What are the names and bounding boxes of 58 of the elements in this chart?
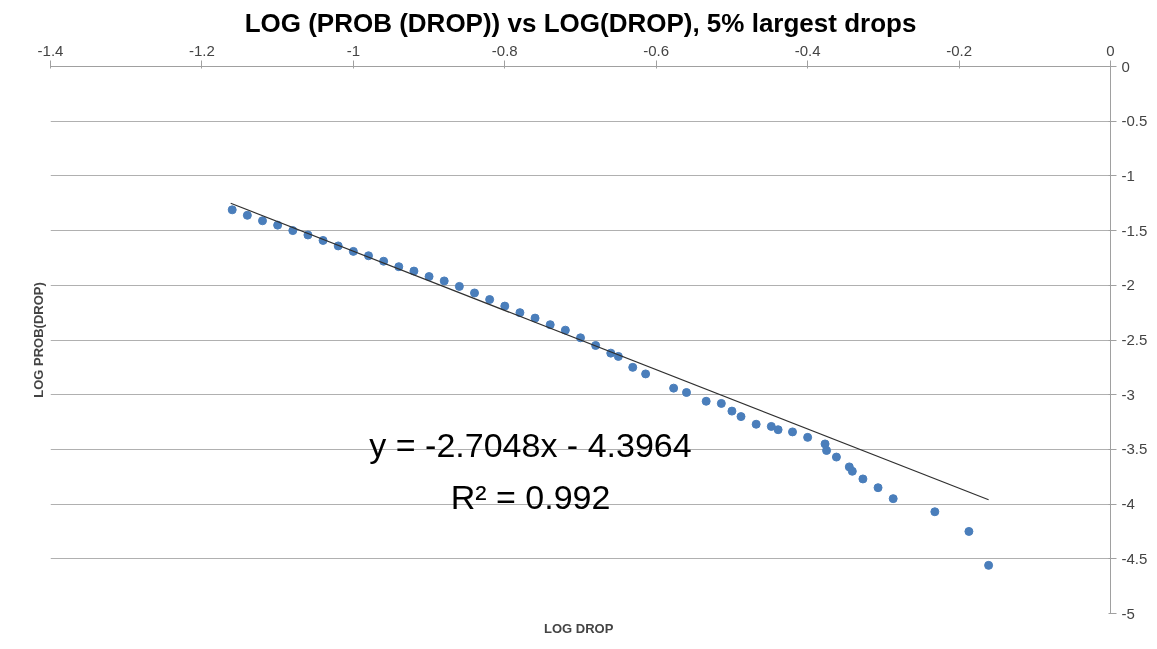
y-tick-label: -5 bbox=[1121, 604, 1135, 622]
point bbox=[701, 396, 711, 406]
y-tick-label: -4.5 bbox=[1121, 549, 1148, 567]
point bbox=[847, 466, 857, 476]
point bbox=[409, 266, 419, 276]
point bbox=[530, 313, 540, 323]
y-tick-label: -3.5 bbox=[1121, 440, 1148, 458]
point bbox=[716, 398, 726, 408]
point bbox=[766, 421, 776, 431]
point bbox=[736, 412, 746, 422]
x-axis-title: LOG DROP bbox=[544, 620, 614, 636]
point bbox=[560, 325, 570, 335]
x-tick-label: -1.2 bbox=[189, 41, 215, 59]
point bbox=[803, 432, 813, 442]
y-tick-label: -0.5 bbox=[1121, 112, 1148, 130]
y-axis-title: LOG PROB(DROP) bbox=[30, 282, 46, 398]
point bbox=[470, 288, 479, 298]
point bbox=[242, 210, 252, 220]
point bbox=[227, 205, 237, 215]
point bbox=[873, 483, 883, 493]
x-tick-label: -0.6 bbox=[643, 41, 670, 59]
point bbox=[258, 216, 267, 226]
point bbox=[641, 369, 651, 379]
y-tick-label: -3 bbox=[1121, 385, 1135, 403]
y-tick-label: 0 bbox=[1121, 57, 1130, 75]
point bbox=[930, 507, 940, 517]
x-tick-label: -0.8 bbox=[491, 41, 518, 59]
point bbox=[439, 276, 449, 286]
point bbox=[669, 383, 679, 393]
point bbox=[831, 452, 841, 462]
point bbox=[822, 446, 832, 455]
point bbox=[628, 362, 638, 372]
point bbox=[751, 419, 761, 429]
y-tick-label: -2.5 bbox=[1121, 331, 1148, 348]
y-tick-label: -2 bbox=[1121, 276, 1135, 294]
point bbox=[888, 494, 898, 504]
y-tick-label: -1.5 bbox=[1121, 221, 1148, 239]
x-tick-label: -1.4 bbox=[37, 41, 64, 59]
x-tick-label: -0.4 bbox=[794, 41, 821, 59]
point bbox=[984, 560, 994, 570]
point bbox=[773, 425, 783, 435]
x-tick-label: -0.2 bbox=[946, 41, 973, 59]
point bbox=[682, 388, 691, 397]
y-tick-label: -1 bbox=[1121, 166, 1135, 184]
point bbox=[788, 427, 797, 437]
point bbox=[500, 301, 510, 311]
point bbox=[454, 281, 464, 291]
x-tick-label: 0 bbox=[1106, 41, 1115, 59]
x-tick-label: -1 bbox=[346, 41, 361, 59]
point bbox=[727, 406, 737, 416]
chart-title: LOG (PROB (DROP)) vs LOG(DROP), 5% largest drops bbox=[244, 7, 917, 38]
point bbox=[485, 295, 495, 305]
point bbox=[858, 474, 868, 484]
point bbox=[424, 272, 434, 282]
y-tick-label: -4 bbox=[1121, 495, 1135, 513]
annotation: R² = 0.992 bbox=[450, 477, 611, 516]
annotation: y = -2.7048x - 4.3964 bbox=[369, 425, 692, 464]
point bbox=[964, 526, 974, 536]
